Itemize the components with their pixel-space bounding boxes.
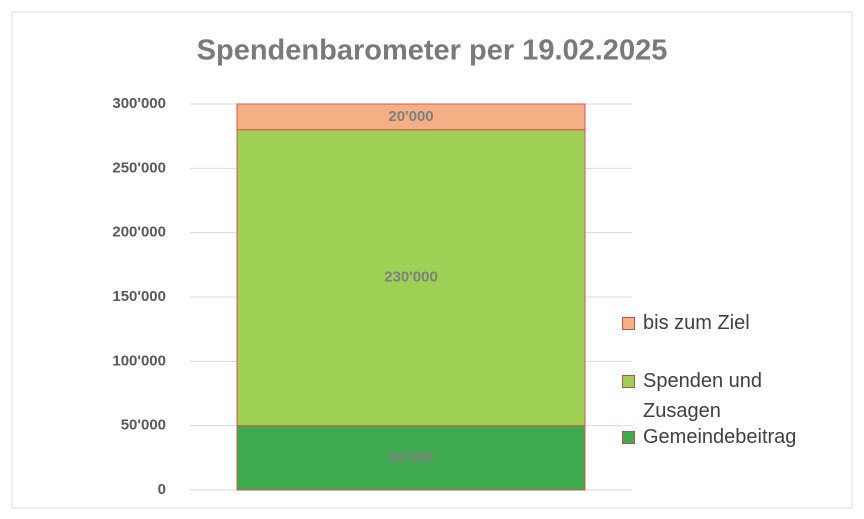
y-tick-label: 100'000 <box>112 352 166 369</box>
y-tick-label: 150'000 <box>112 288 166 305</box>
y-tick-label: 200'000 <box>112 224 166 241</box>
y-tick-label: 0 <box>158 481 166 498</box>
legend-swatch <box>622 375 635 388</box>
data-label: 20'000 <box>388 108 433 125</box>
legend-label: Gemeindebeitrag <box>643 426 797 448</box>
legend-item: bis zum Ziel <box>620 308 830 338</box>
legend-label: bis zum Ziel <box>643 312 750 334</box>
chart-title: Spendenbarometer per 19.02.2025 <box>197 35 668 67</box>
legend-swatch <box>622 431 635 444</box>
bar-segment <box>236 425 586 491</box>
legend-label: Spenden und Zusagen <box>643 370 763 422</box>
y-tick-label: 50'000 <box>121 417 166 434</box>
data-label: 230'000 <box>384 269 438 286</box>
y-tick-label: 300'000 <box>112 95 166 112</box>
data-label: 50'000 <box>388 449 433 466</box>
bar-segment <box>236 103 586 131</box>
bar-segment <box>236 129 586 427</box>
legend-swatch <box>622 317 635 330</box>
y-tick-label: 250'000 <box>112 159 166 176</box>
legend-item: Spenden und Zusagen <box>620 366 830 426</box>
legend-item: Gemeindebeitrag <box>620 422 830 452</box>
